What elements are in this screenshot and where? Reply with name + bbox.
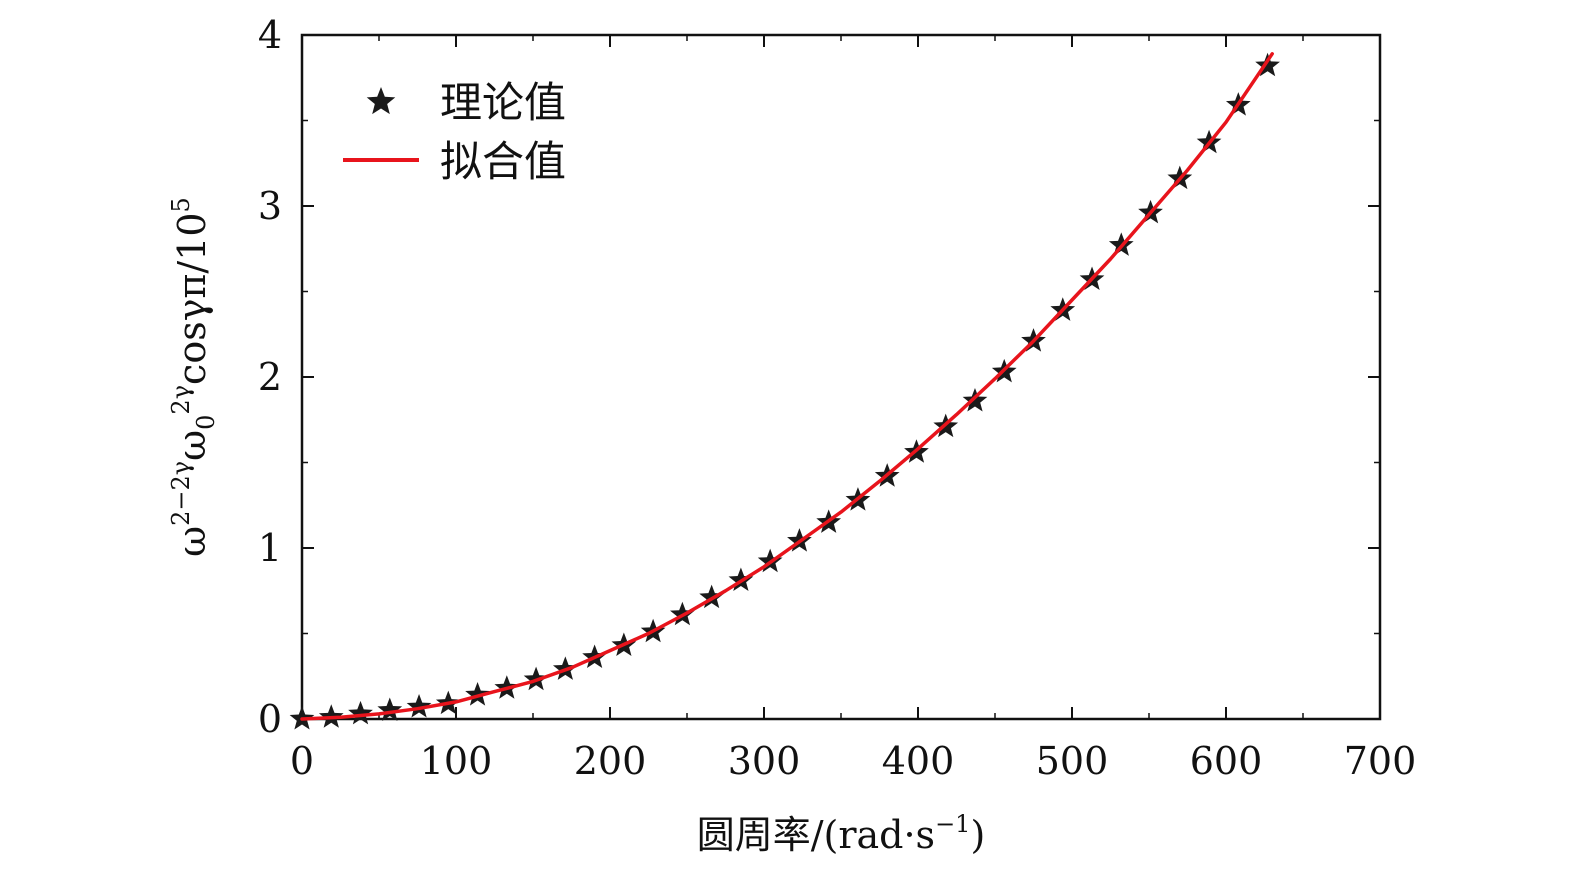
series-layer bbox=[289, 52, 1280, 730]
x-tick-label-3: 300 bbox=[728, 739, 801, 783]
series-theory bbox=[289, 52, 1280, 730]
fit-line bbox=[300, 52, 1274, 721]
x-axis-title: 圆周率/(rad·s−1) bbox=[697, 810, 986, 857]
x-tick-label-7: 700 bbox=[1344, 739, 1417, 783]
y-axis-title-part-2: ω bbox=[170, 430, 214, 461]
y-axis-title-part-0: ω bbox=[170, 526, 214, 557]
x-tick-label-1: 100 bbox=[420, 739, 493, 783]
y-axis-title-part-5: cosγπ/10 bbox=[170, 212, 214, 385]
theory-point-33 bbox=[1255, 52, 1280, 77]
y-axis-title-part-6: 5 bbox=[167, 197, 195, 212]
y-tick-label-1: 1 bbox=[258, 526, 282, 570]
theory-point-6 bbox=[465, 682, 490, 706]
x-tick-label-6: 600 bbox=[1190, 739, 1263, 783]
x-tick-label-2: 200 bbox=[574, 739, 647, 783]
theory-point-4 bbox=[406, 694, 432, 718]
y-axis-title: ω2−2γω02γcosγπ/105 bbox=[167, 197, 220, 557]
y-tick-label-4: 4 bbox=[258, 13, 282, 57]
y-axis-title-part-1: 2−2γ bbox=[167, 461, 195, 526]
y-tick-label-0: 0 bbox=[258, 697, 282, 741]
x-tick-label-5: 500 bbox=[1036, 739, 1109, 783]
y-tick-label-3: 3 bbox=[258, 184, 282, 228]
x-tick-label-0: 0 bbox=[290, 739, 314, 783]
legend-fit-label: 拟合值 bbox=[440, 137, 566, 186]
y-axis-title-part-4: 2γ bbox=[167, 385, 195, 415]
x-axis-title-prefix: 圆周率/(rad·s bbox=[697, 813, 935, 857]
theory-point-8 bbox=[523, 666, 549, 691]
theory-point-14 bbox=[699, 584, 724, 609]
theory-point-13 bbox=[670, 601, 695, 626]
y-axis-title-part-3: 0 bbox=[192, 415, 220, 430]
x-tick-label-4: 400 bbox=[882, 739, 955, 783]
theory-point-3 bbox=[377, 697, 403, 721]
y-tick-label-2: 2 bbox=[258, 355, 282, 399]
x-axis-title-suffix: ) bbox=[970, 813, 985, 857]
major-ticks bbox=[301, 34, 1381, 720]
legend-theory-marker bbox=[366, 87, 396, 115]
x-axis-title-sup: −1 bbox=[935, 810, 970, 838]
y-tick-labels: 0 1 2 3 4 bbox=[258, 13, 282, 741]
legend-theory-label: 理论值 bbox=[440, 78, 566, 127]
x-tick-labels: 0 100 200 300 400 500 600 700 bbox=[290, 739, 1416, 783]
minor-ticks bbox=[302, 35, 1380, 719]
theory-point-2 bbox=[348, 700, 373, 725]
